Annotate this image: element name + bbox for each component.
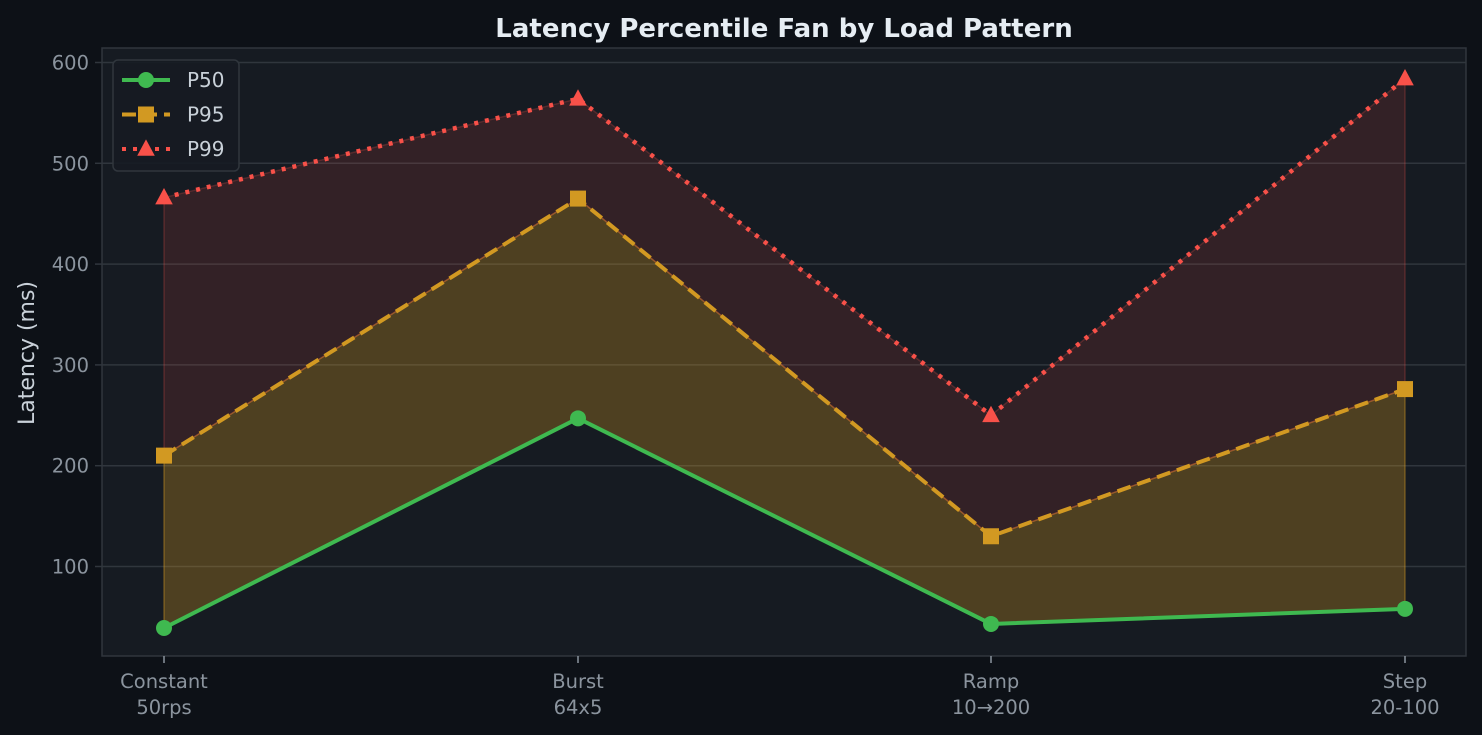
x-tick-label: Ramp bbox=[963, 670, 1019, 693]
marker-square bbox=[138, 106, 154, 123]
marker-triangle bbox=[982, 405, 1000, 423]
x-tick-label: 10→200 bbox=[952, 696, 1030, 719]
x-tick-label: 64x5 bbox=[554, 696, 603, 719]
y-tick-label: 100 bbox=[52, 556, 89, 579]
legend-label: P50 bbox=[187, 68, 225, 92]
legend-item-p99: P99 bbox=[122, 137, 225, 161]
y-tick-label: 400 bbox=[52, 253, 89, 276]
marker-triangle bbox=[569, 89, 587, 106]
legend-item-p50: P50 bbox=[122, 68, 225, 92]
x-tick-label: Constant bbox=[120, 670, 208, 693]
series-p99 bbox=[155, 69, 1414, 423]
marker-circle bbox=[138, 72, 154, 88]
x-tick-label: Step bbox=[1383, 670, 1427, 693]
marker-circle bbox=[1397, 600, 1413, 617]
legend: P50 P95 P99 bbox=[112, 59, 240, 172]
x-tick-label: 50rps bbox=[136, 696, 191, 719]
series-p95 bbox=[156, 190, 1413, 545]
series-line bbox=[163, 76, 1407, 418]
marker-square bbox=[156, 447, 172, 464]
x-tick-label: Burst bbox=[552, 670, 604, 693]
marker-triangle bbox=[1396, 69, 1414, 86]
series-p50 bbox=[156, 410, 1413, 636]
y-tick-label: 600 bbox=[52, 52, 89, 75]
series-line bbox=[163, 416, 1406, 630]
legend-label: P99 bbox=[187, 137, 225, 161]
y-tick-label: 500 bbox=[52, 152, 89, 175]
y-tick-label: 300 bbox=[52, 354, 89, 377]
chart-title: Latency Percentile Fan by Load Pattern bbox=[495, 14, 1072, 44]
y-tick-label: 200 bbox=[52, 455, 89, 478]
marker-triangle bbox=[137, 139, 155, 156]
marker-square bbox=[1397, 381, 1413, 398]
y-axis-ticks: 100 200 300 400 500 600 bbox=[52, 52, 102, 579]
marker-circle bbox=[983, 615, 999, 632]
marker-square bbox=[570, 190, 586, 207]
x-tick-label: 20-100 bbox=[1370, 696, 1439, 719]
marker-square bbox=[983, 528, 999, 545]
legend-item-p95: P95 bbox=[122, 103, 225, 127]
x-axis-ticks: Constant 50rps Burst 64x5 Ramp 10→200 Step 20-1… bbox=[120, 656, 1440, 719]
series-lines bbox=[155, 69, 1414, 636]
marker-circle bbox=[570, 410, 586, 427]
gridlines bbox=[102, 61, 1466, 568]
marker-circle bbox=[156, 619, 172, 636]
series-line bbox=[162, 196, 1406, 539]
legend-label: P95 bbox=[187, 103, 225, 127]
y-axis-label: Latency (ms) bbox=[15, 281, 40, 425]
marker-triangle bbox=[155, 187, 173, 205]
